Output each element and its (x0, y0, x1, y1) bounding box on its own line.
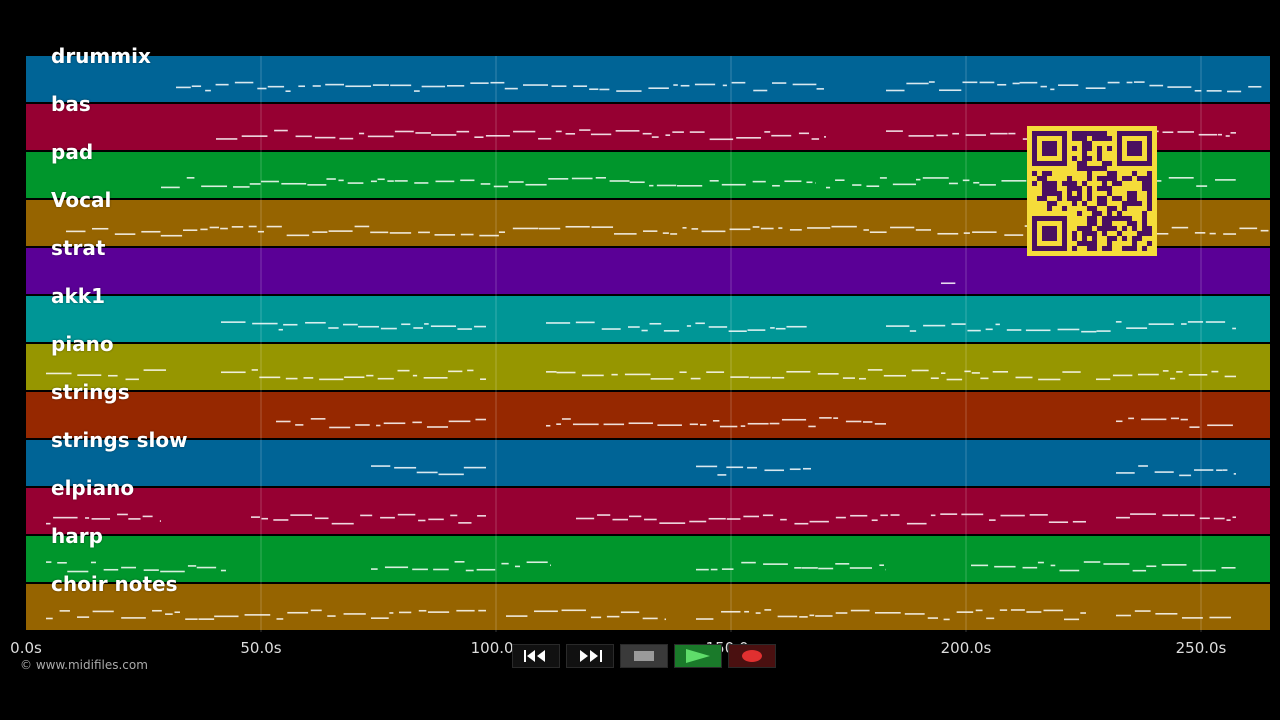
track-row[interactable]: elpiano (26, 476, 1270, 534)
time-tick-label: 250.0s (1175, 639, 1227, 657)
track-label: Vocal (51, 188, 112, 212)
fast-forward-icon (580, 650, 602, 662)
track-label: strat (51, 236, 106, 260)
track-row[interactable]: drummix (26, 44, 1270, 102)
play-icon (686, 649, 710, 663)
record-icon (742, 650, 762, 662)
track-row[interactable]: piano (26, 332, 1270, 390)
time-tick-label: 0.0s (10, 639, 42, 657)
track-label: drummix (51, 44, 151, 68)
track-label: akk1 (51, 284, 106, 308)
time-tick-label: 100.0s (470, 639, 522, 657)
track-row[interactable]: harp (26, 524, 1270, 582)
qr-code-image (1032, 131, 1152, 251)
track-label: choir notes (51, 572, 178, 596)
rewind-icon (524, 650, 545, 662)
track-row[interactable]: choir notes (26, 572, 1270, 630)
record-button[interactable] (728, 644, 776, 668)
fast-forward-button[interactable] (566, 644, 614, 668)
time-tick-label: 200.0s (940, 639, 992, 657)
track-label: strings slow (51, 428, 188, 452)
track-label: strings (51, 380, 130, 404)
track-label: piano (51, 332, 114, 356)
transport-controls (512, 644, 776, 670)
track-label: bas (51, 92, 91, 116)
stop-icon (634, 651, 654, 661)
play-button[interactable] (674, 644, 722, 668)
track-row[interactable]: strings slow (26, 428, 1270, 486)
qr-code[interactable] (1027, 126, 1157, 256)
track-row[interactable]: strings (26, 380, 1270, 438)
time-tick-label: 50.0s (240, 639, 282, 657)
rewind-button[interactable] (512, 644, 560, 668)
track-label: elpiano (51, 476, 135, 500)
copyright-text: © www.midifiles.com (20, 658, 148, 672)
piano-roll[interactable]: drummix bas pad Vocal strat akk1 piano strings s… (26, 44, 1270, 632)
track-row[interactable]: akk1 (26, 284, 1270, 342)
track-label: harp (51, 524, 103, 548)
stop-button[interactable] (620, 644, 668, 668)
track-label: pad (51, 140, 94, 164)
